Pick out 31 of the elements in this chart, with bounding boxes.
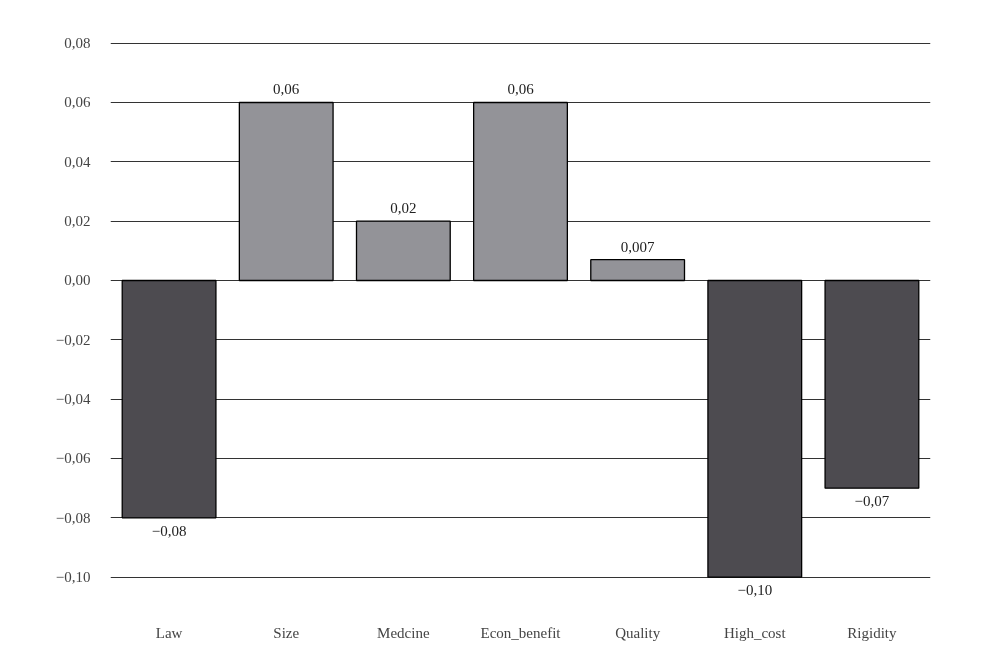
bar	[707, 279, 803, 578]
x-tick-label: Law	[155, 624, 183, 641]
x-tick-label: High_cost	[723, 624, 787, 641]
bar	[355, 220, 451, 282]
y-tick-label: −0,04	[55, 391, 91, 408]
bar	[238, 101, 334, 282]
y-tick-label: 0,02	[64, 213, 91, 230]
data-label: 0,02	[390, 200, 417, 217]
y-tick-label: 0,06	[64, 94, 91, 111]
bar	[590, 259, 686, 282]
x-tick-label: Quality	[615, 624, 661, 641]
x-tick-label: Medcine	[377, 624, 430, 641]
y-tick-label: 0,00	[64, 272, 91, 289]
data-label: −0,10	[737, 582, 773, 599]
bar	[824, 279, 920, 489]
data-label: 0,06	[273, 81, 300, 98]
x-tick-label: Size	[273, 624, 300, 641]
y-tick-label: −0,02	[55, 331, 91, 348]
data-label: −0,08	[151, 522, 187, 539]
bar	[472, 101, 569, 282]
x-tick-label: Rigidity	[847, 624, 898, 641]
y-tick-label: −0,08	[55, 509, 91, 526]
y-tick-label: 0,04	[64, 153, 91, 170]
y-tick-label: −0,10	[55, 569, 91, 586]
x-tick-label: Econ_benefit	[480, 624, 562, 641]
bar	[121, 279, 217, 519]
y-tick-label: −0,06	[55, 450, 91, 467]
data-label: 0,007	[620, 238, 656, 255]
data-label: 0,06	[507, 81, 535, 98]
data-label: −0,07	[854, 493, 890, 510]
y-tick-label: 0,08	[64, 35, 91, 52]
